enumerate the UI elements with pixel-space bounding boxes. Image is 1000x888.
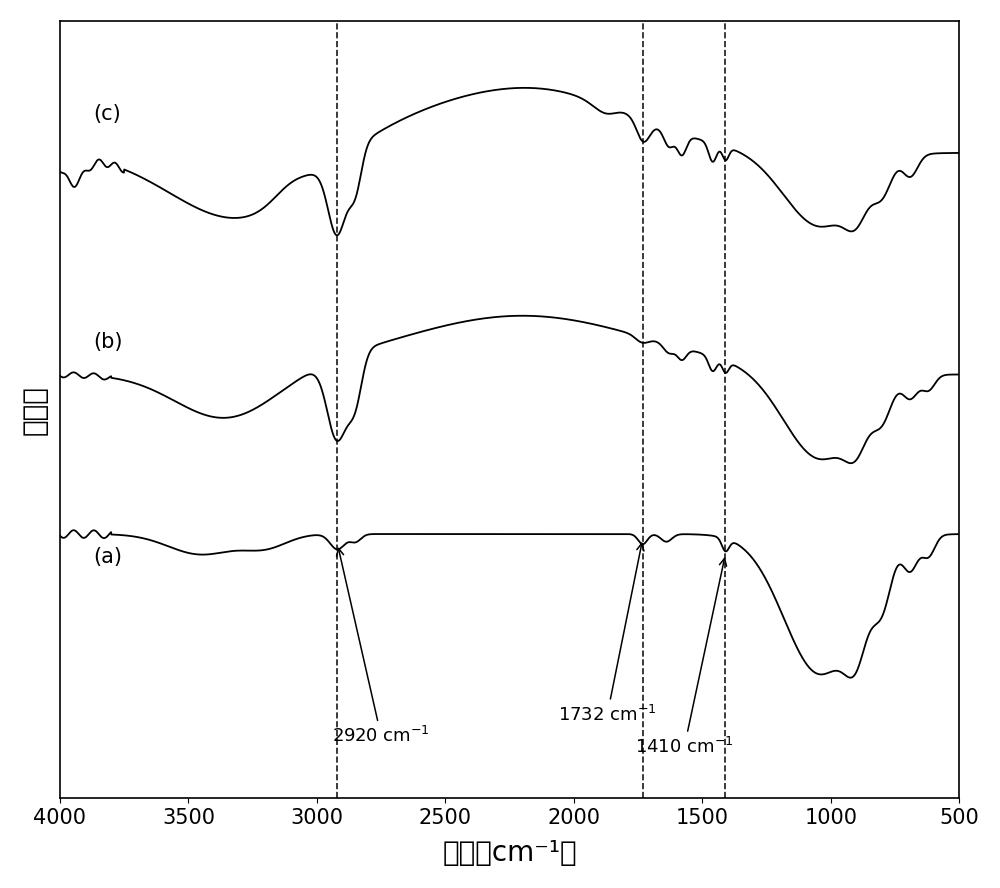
Text: (a): (a) [93, 547, 122, 567]
X-axis label: 波数（cm⁻¹）: 波数（cm⁻¹） [442, 839, 577, 868]
Text: 1732 cm$^{-1}$: 1732 cm$^{-1}$ [558, 543, 657, 725]
Text: (c): (c) [93, 105, 121, 124]
Text: 2920 cm$^{-1}$: 2920 cm$^{-1}$ [332, 549, 430, 746]
Text: (b): (b) [93, 332, 123, 353]
Text: 1410 cm$^{-1}$: 1410 cm$^{-1}$ [635, 559, 734, 757]
Y-axis label: 透过率: 透过率 [21, 385, 49, 434]
